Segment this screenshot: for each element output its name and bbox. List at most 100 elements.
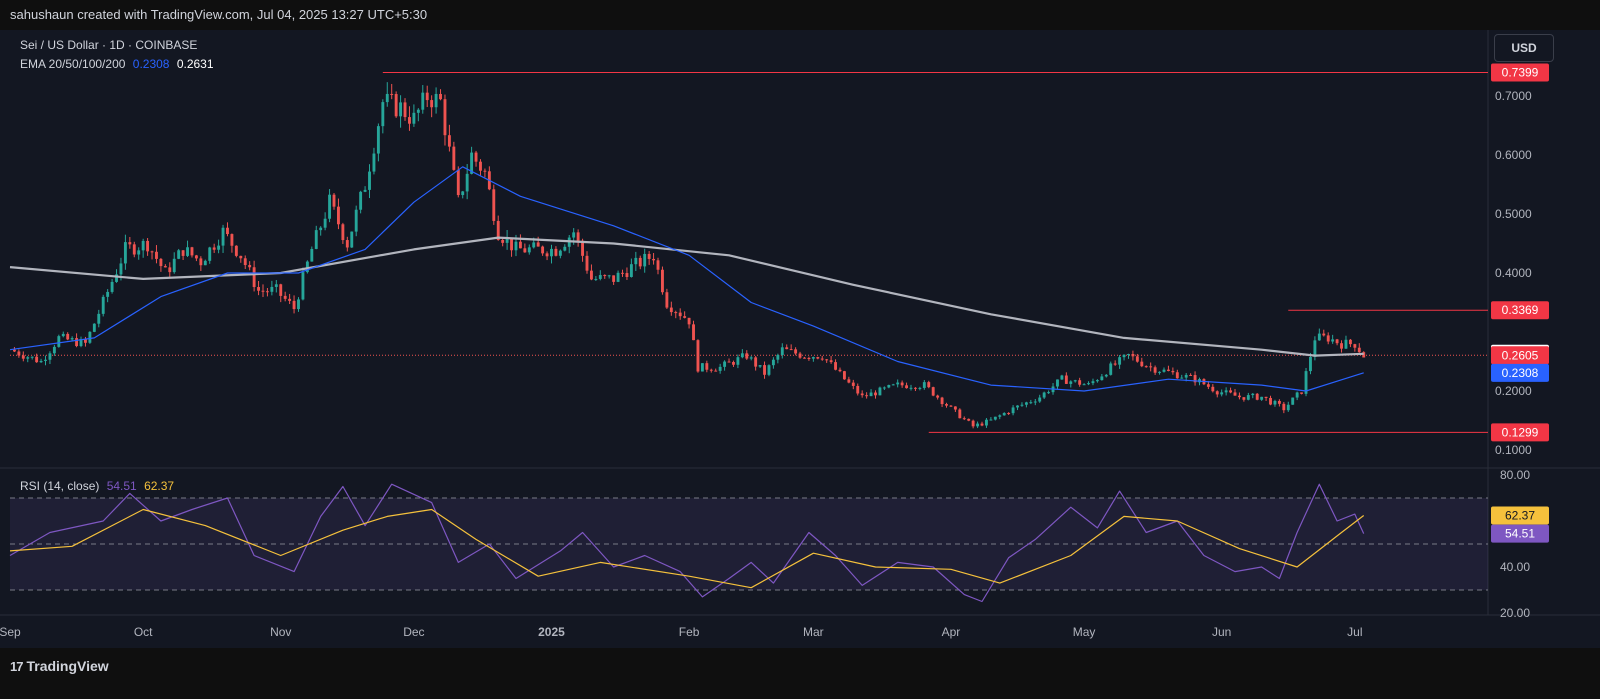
candle-down bbox=[1264, 396, 1268, 398]
ema-legend: EMA 20/50/100/200 0.2308 0.2631 bbox=[20, 57, 218, 71]
candle-down bbox=[265, 291, 269, 293]
candle-down bbox=[1348, 339, 1352, 345]
candle-down bbox=[789, 349, 793, 351]
candle-down bbox=[12, 349, 16, 352]
rsi-badge-label: 54.51 bbox=[1505, 527, 1535, 541]
candle-down bbox=[825, 359, 829, 361]
candle-up bbox=[1047, 392, 1051, 394]
candle-up bbox=[1002, 413, 1006, 416]
candle-down bbox=[163, 266, 167, 268]
rsi-badge-label: 62.37 bbox=[1505, 509, 1535, 523]
candle-up bbox=[1024, 402, 1028, 405]
candle-down bbox=[581, 240, 585, 256]
price-tick-label: 0.4000 bbox=[1495, 266, 1532, 280]
grid bbox=[0, 30, 1600, 616]
candle-up bbox=[1251, 393, 1255, 396]
candle-up bbox=[629, 264, 633, 277]
candle-up bbox=[1011, 407, 1015, 414]
candle-up bbox=[1273, 400, 1277, 405]
candle-up bbox=[572, 232, 576, 238]
candle-up bbox=[780, 347, 784, 356]
candle-up bbox=[412, 112, 416, 124]
candle-up bbox=[758, 365, 762, 367]
candle-down bbox=[181, 250, 185, 256]
candle-up bbox=[1069, 381, 1073, 384]
price-axis[interactable]: 0.7000 0.6000 0.5000 0.4000 0.2000 0.1000 0.73… bbox=[1491, 63, 1549, 457]
candle-down bbox=[785, 347, 789, 350]
candle-down bbox=[612, 275, 616, 282]
candle-down bbox=[625, 273, 629, 277]
candle-up bbox=[922, 382, 926, 388]
candle-down bbox=[345, 240, 349, 248]
candle-down bbox=[714, 370, 718, 372]
candle-down bbox=[856, 385, 860, 394]
candle-down bbox=[851, 382, 855, 386]
chart-frame[interactable]: 80.00 40.00 20.00 62.37 54.51 0.7000 0.6000 0.… bbox=[0, 30, 1600, 648]
rsi-legend: RSI (14, close) 54.51 62.37 bbox=[20, 479, 178, 493]
candle-down bbox=[496, 220, 500, 240]
candle-up bbox=[989, 419, 993, 421]
candle-down bbox=[1113, 363, 1117, 365]
candle-down bbox=[430, 100, 434, 108]
candle-down bbox=[243, 258, 247, 266]
candle-down bbox=[337, 206, 340, 225]
time-axis[interactable]: Sep Oct Nov Dec 2025 Feb Mar Apr May Jun Jul bbox=[0, 625, 1363, 639]
candle-down bbox=[190, 247, 194, 256]
candle-down bbox=[341, 224, 345, 241]
candle-down bbox=[927, 382, 931, 388]
candle-up bbox=[811, 357, 815, 359]
candle-down bbox=[518, 241, 522, 249]
candle-up bbox=[1100, 376, 1104, 381]
candle-up bbox=[26, 357, 30, 359]
candle-down bbox=[75, 338, 79, 347]
candle-down bbox=[865, 395, 869, 397]
candle-up bbox=[1162, 369, 1166, 372]
rsi-tick-label: 80.00 bbox=[1500, 468, 1530, 482]
candle-up bbox=[44, 359, 47, 361]
candle-down bbox=[390, 93, 394, 95]
candle-up bbox=[328, 194, 332, 219]
candle-up bbox=[465, 173, 469, 192]
candle-down bbox=[159, 258, 163, 267]
candle-down bbox=[261, 290, 265, 292]
candle-up bbox=[416, 109, 420, 113]
candle-up bbox=[1082, 384, 1086, 386]
candle-down bbox=[452, 146, 456, 170]
candle-down bbox=[510, 237, 513, 251]
candle-up bbox=[97, 313, 101, 324]
candle-up bbox=[1016, 405, 1019, 408]
ema-value-fast: 0.2308 bbox=[132, 57, 170, 71]
candle-down bbox=[603, 275, 607, 277]
candle-down bbox=[279, 284, 283, 296]
price-badge-label: 0.2308 bbox=[1502, 366, 1539, 380]
candle-up bbox=[106, 291, 110, 297]
tradingview-wordmark: TradingView bbox=[26, 658, 109, 674]
candle-up bbox=[1246, 395, 1250, 400]
tradingview-logo[interactable]: 17 TradingView bbox=[10, 658, 109, 674]
candle-down bbox=[967, 418, 971, 421]
currency-button[interactable]: USD bbox=[1494, 34, 1554, 62]
candle-down bbox=[403, 102, 407, 118]
candle-down bbox=[754, 357, 758, 367]
candle-up bbox=[359, 191, 363, 210]
candle-down bbox=[638, 257, 642, 267]
candle-up bbox=[376, 126, 380, 154]
horizontal-lines[interactable] bbox=[10, 71, 1488, 433]
candle-up bbox=[399, 102, 403, 117]
price-tick-label: 0.5000 bbox=[1495, 207, 1532, 221]
candle-down bbox=[1282, 403, 1286, 411]
candle-up bbox=[115, 274, 118, 282]
candle-down bbox=[838, 369, 842, 372]
candle-down bbox=[66, 333, 70, 340]
candle-up bbox=[57, 336, 61, 347]
candle-down bbox=[949, 405, 953, 407]
candle-down bbox=[492, 189, 496, 221]
candle-down bbox=[860, 393, 864, 396]
rsi-line bbox=[9, 483, 1365, 603]
candle-up bbox=[1317, 333, 1321, 341]
candle-up bbox=[985, 419, 988, 426]
candle-down bbox=[150, 251, 154, 253]
rsi-pane[interactable]: 80.00 40.00 20.00 62.37 54.51 bbox=[9, 468, 1549, 620]
candle-down bbox=[1277, 400, 1281, 404]
